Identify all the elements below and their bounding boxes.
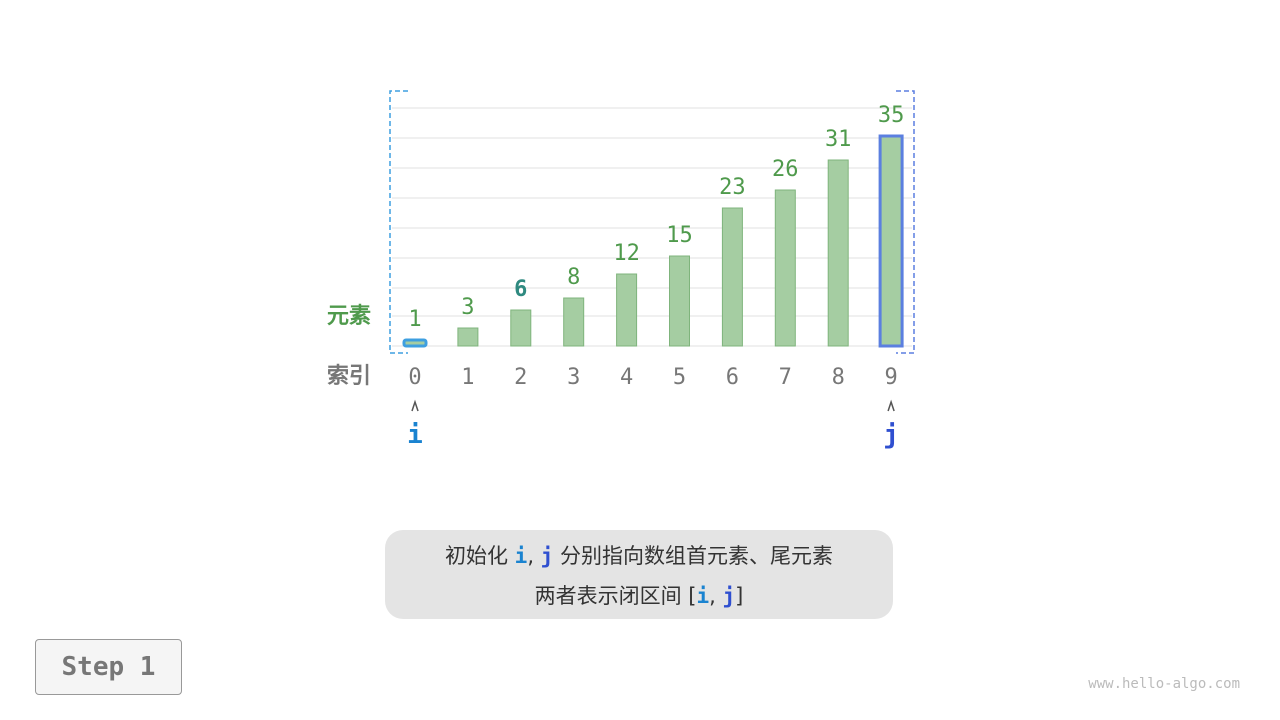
value-label: 6 <box>514 277 527 302</box>
caption-comma: , <box>527 544 541 568</box>
bar <box>878 134 904 348</box>
i-bracket <box>389 90 408 354</box>
bar <box>669 255 690 347</box>
caption-text: ] <box>735 584 744 608</box>
caption-j: j <box>540 544 554 568</box>
index-label: 2 <box>514 365 527 390</box>
caption-text: 初始化 <box>444 544 515 568</box>
caption-j: j <box>722 584 736 608</box>
step-button[interactable]: Step 1 <box>35 639 182 695</box>
value-label: 12 <box>613 241 640 266</box>
value-label: 3 <box>461 295 474 320</box>
caption-comma: , <box>709 584 723 608</box>
value-label: 31 <box>825 127 852 152</box>
bar <box>827 159 849 347</box>
j-bracket <box>896 90 915 354</box>
elements-row-label: 元素 <box>327 303 371 329</box>
value-label: 1 <box>408 307 421 332</box>
value-label: 15 <box>666 223 693 248</box>
value-label: 8 <box>567 265 580 290</box>
index-label: 6 <box>726 365 739 390</box>
caption-box: 初始化 i, j 分别指向数组首元素、尾元素 两者表示闭区间 [i, j] <box>385 530 893 619</box>
value-label: 35 <box>878 103 905 128</box>
watermark: www.hello-algo.com <box>1088 676 1240 692</box>
pointer-arrow-icon <box>887 399 895 412</box>
pointer-arrow-icon <box>411 399 419 412</box>
index-label: 3 <box>567 365 580 390</box>
bar <box>563 297 585 347</box>
index-label: 7 <box>779 365 792 390</box>
bar <box>510 309 532 347</box>
bar <box>402 338 428 348</box>
index-row-label: 索引 <box>327 364 371 389</box>
bar <box>721 207 743 347</box>
index-label: 4 <box>620 365 633 390</box>
caption-i: i <box>696 584 710 608</box>
pointer-j: j <box>883 420 899 450</box>
bar <box>457 327 479 347</box>
caption-i: i <box>514 544 528 568</box>
index-label: 1 <box>461 365 474 390</box>
index-label: 5 <box>673 365 686 390</box>
value-label: 26 <box>772 157 799 182</box>
index-label: 9 <box>884 365 897 390</box>
caption-text: 分别指向数组首元素、尾元素 <box>553 544 834 568</box>
pointer-i: i <box>407 420 423 450</box>
value-label: 23 <box>719 175 746 200</box>
index-label: 0 <box>408 365 421 390</box>
index-label: 8 <box>832 365 845 390</box>
caption-text: 两者表示闭区间 [ <box>534 584 697 608</box>
bar <box>774 189 796 347</box>
bar <box>616 273 638 347</box>
